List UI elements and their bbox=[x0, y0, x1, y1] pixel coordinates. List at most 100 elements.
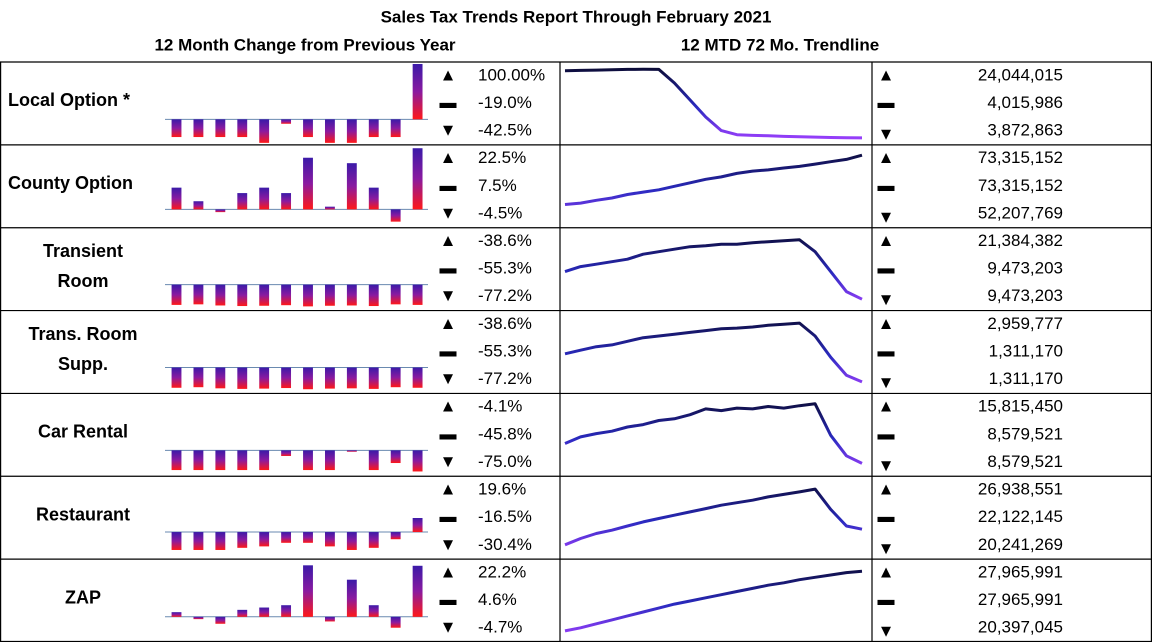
bar bbox=[193, 201, 204, 210]
bar bbox=[237, 532, 248, 548]
arrow-icon: ▲ bbox=[878, 148, 895, 167]
pct-label: -77.2% bbox=[478, 369, 532, 388]
bar bbox=[215, 616, 226, 624]
arrow-icon: ▼ bbox=[440, 203, 457, 222]
bar bbox=[368, 367, 379, 389]
row-label: Trans. Room bbox=[28, 324, 137, 344]
bar bbox=[324, 367, 335, 389]
bar bbox=[390, 209, 401, 222]
total-label: 15,815,450 bbox=[978, 397, 1063, 416]
arrow-icon: ▬ bbox=[440, 341, 457, 360]
arrow-icon: ▲ bbox=[878, 314, 895, 333]
arrow-icon: ▼ bbox=[878, 290, 895, 309]
arrow-icon: ▲ bbox=[440, 397, 457, 416]
bar bbox=[303, 157, 313, 210]
arrow-icon: ▲ bbox=[440, 480, 457, 499]
pct-label: -55.3% bbox=[478, 341, 532, 360]
pct-label: 22.5% bbox=[478, 148, 526, 167]
bar bbox=[303, 565, 313, 617]
bar bbox=[171, 612, 182, 617]
trend-line bbox=[564, 67, 863, 140]
arrow-icon: ▼ bbox=[878, 207, 895, 226]
pct-label: 7.5% bbox=[478, 176, 517, 195]
bar bbox=[281, 450, 292, 456]
bar bbox=[303, 367, 313, 390]
trend-line bbox=[564, 153, 863, 206]
arrow-icon: ▲ bbox=[440, 562, 457, 581]
bar bbox=[346, 579, 357, 617]
bar bbox=[303, 119, 313, 138]
arrow-icon: ▼ bbox=[878, 622, 895, 641]
total-label: 52,207,769 bbox=[978, 203, 1063, 222]
pct-label: -38.6% bbox=[478, 314, 532, 333]
bar bbox=[412, 450, 423, 472]
bar bbox=[368, 119, 379, 138]
arrow-icon: ▬ bbox=[440, 259, 457, 278]
pct-label: -75.0% bbox=[478, 452, 532, 471]
row-label: Room bbox=[58, 271, 109, 291]
bar bbox=[303, 450, 313, 471]
bar bbox=[390, 284, 401, 305]
bar bbox=[215, 367, 226, 389]
bar bbox=[281, 284, 292, 306]
bar bbox=[237, 450, 248, 471]
bar bbox=[390, 450, 401, 464]
bar bbox=[259, 367, 270, 389]
bar bbox=[237, 119, 248, 138]
total-label: 27,965,991 bbox=[978, 562, 1063, 581]
bar bbox=[171, 367, 182, 388]
row-label: Local Option * bbox=[8, 90, 130, 110]
bar bbox=[215, 209, 226, 213]
arrow-icon: ▼ bbox=[878, 373, 895, 392]
pct-label: -4.1% bbox=[478, 397, 522, 416]
pct-label: -30.4% bbox=[478, 535, 532, 554]
bar bbox=[259, 187, 270, 210]
bar bbox=[193, 616, 204, 620]
bar bbox=[368, 605, 379, 617]
arrow-icon: ▲ bbox=[440, 148, 457, 167]
total-label: 8,579,521 bbox=[987, 452, 1063, 471]
bar bbox=[171, 450, 182, 471]
bar bbox=[193, 119, 204, 138]
bar bbox=[193, 284, 204, 305]
bar bbox=[171, 119, 182, 138]
total-label: 21,384,382 bbox=[978, 231, 1063, 250]
arrow-icon: ▬ bbox=[878, 93, 895, 112]
row-label: Supp. bbox=[58, 354, 108, 374]
arrow-icon: ▬ bbox=[440, 590, 457, 609]
bar bbox=[259, 284, 270, 306]
pct-label: -19.0% bbox=[478, 93, 532, 112]
arrow-icon: ▬ bbox=[878, 507, 895, 526]
subtitle-left: 12 Month Change from Previous Year bbox=[154, 35, 455, 54]
total-label: 1,311,170 bbox=[989, 341, 1063, 360]
bar bbox=[259, 119, 270, 143]
bar bbox=[412, 284, 423, 305]
bar bbox=[237, 367, 248, 389]
bar bbox=[237, 609, 248, 617]
bar bbox=[324, 119, 335, 143]
total-label: 9,473,203 bbox=[987, 286, 1063, 305]
bar bbox=[412, 518, 423, 533]
bar bbox=[324, 532, 335, 547]
total-label: 4,015,986 bbox=[987, 93, 1063, 112]
bar bbox=[346, 367, 357, 389]
trend-line bbox=[564, 238, 863, 301]
bar bbox=[215, 119, 226, 138]
pct-label: 4.6% bbox=[478, 590, 517, 609]
arrow-icon: ▼ bbox=[440, 286, 457, 305]
arrow-icon: ▬ bbox=[440, 507, 457, 526]
bar bbox=[303, 284, 313, 307]
bar bbox=[368, 450, 379, 471]
pct-label: -4.7% bbox=[478, 618, 522, 637]
arrow-icon: ▲ bbox=[878, 480, 895, 499]
total-label: 9,473,203 bbox=[987, 259, 1063, 278]
bar bbox=[346, 284, 357, 306]
row-label: County Option bbox=[8, 173, 133, 193]
arrow-icon: ▬ bbox=[878, 259, 895, 278]
pct-label: 22.2% bbox=[478, 562, 526, 581]
trend-line bbox=[564, 569, 863, 633]
bar bbox=[346, 532, 357, 550]
pct-label: -45.8% bbox=[478, 424, 532, 443]
total-label: 24,044,015 bbox=[978, 65, 1063, 84]
bar bbox=[237, 284, 248, 307]
